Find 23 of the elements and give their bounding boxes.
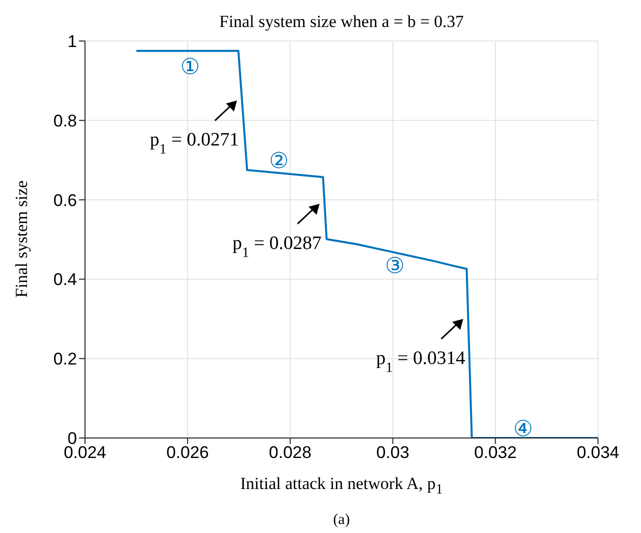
y-tick-label: 0.4 xyxy=(53,270,77,290)
line-series xyxy=(135,50,598,438)
y-tick-label: 1 xyxy=(68,32,77,52)
x-tick-label: 0.032 xyxy=(474,443,517,462)
x-tick-label: 0.024 xyxy=(64,443,106,462)
x-axis-title: Initial attack in network A, p$_{1}$ xyxy=(239,474,444,498)
annotation: ① xyxy=(180,54,200,80)
annotation: ② xyxy=(269,149,289,174)
x-tick-label: 0.028 xyxy=(268,443,312,462)
annotation: ③ xyxy=(384,254,405,280)
y-tick-label: 0.8 xyxy=(53,111,77,130)
chart-title: Final system size when a = b = 0.37 xyxy=(218,12,465,32)
x-tick-label: 0.03 xyxy=(376,443,410,462)
text: (a) xyxy=(332,512,351,529)
annotation: p$_{1}$ = 0.0314 xyxy=(376,348,466,376)
y-tick-label: 0.2 xyxy=(53,350,77,369)
y-tick-label: 0.6 xyxy=(53,190,77,210)
annotation: ④ xyxy=(513,417,533,442)
x-tick-label: 0.026 xyxy=(166,443,209,462)
annotation: p$_{1}$ = 0.0271 xyxy=(150,130,239,158)
annotation: p$_{1}$ = 0.0287 xyxy=(232,232,322,261)
x-tick-label: 0.034 xyxy=(576,443,620,462)
y-axis-title: Final system size xyxy=(12,178,32,300)
